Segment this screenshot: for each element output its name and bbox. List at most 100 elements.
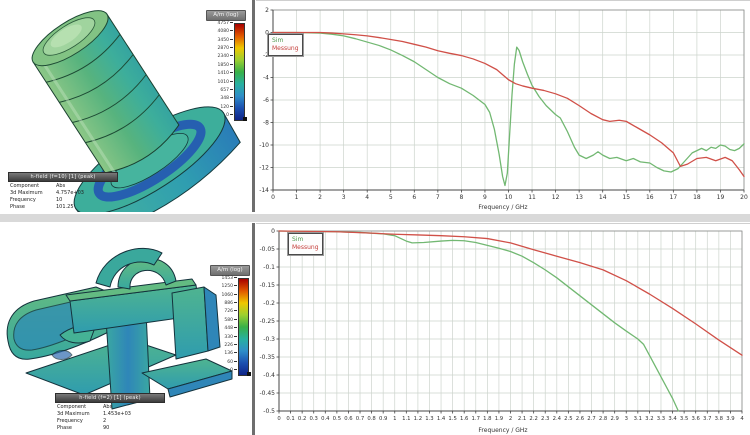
chart-bottom-plot: 0 0.1 0.2 0.3 0.4 0.5 0.6 0.7 0.8 0.9 1 1.1 1.2 1.3 1.… (259, 228, 744, 422)
svg-text:-0.4: -0.4 (263, 372, 275, 379)
colorbar-tick: 1453 (222, 276, 237, 281)
colorbar-tick: 120 (220, 105, 233, 110)
svg-text:3.1: 3.1 (634, 416, 642, 422)
svg-text:0.2: 0.2 (298, 416, 306, 422)
infobox-row: 3d Maximum 1.453e+03 (57, 411, 131, 417)
colorbar-tick: 1060 (222, 293, 237, 298)
colorbar-ticks: 1453 1250 1060 886 726 580 448 330 226 136 60 0 (213, 276, 237, 376)
svg-text:-0.5: -0.5 (263, 408, 275, 415)
colorbar-tick: 1850 (218, 63, 233, 68)
svg-text:-10: -10 (259, 142, 269, 149)
svg-text:11: 11 (528, 194, 536, 201)
colorbar-tick: 226 (224, 343, 237, 348)
chart-top-plot: 0 1 2 3 4 5 6 7 8 9 10 11 12 13 14 15 16 17 18 19 2020-2-4-6… (259, 7, 748, 201)
viewport-bottom-model[interactable]: A/m (log) 1453 1250 1060 886 726 580 448 330 226… (0, 223, 252, 435)
svg-text:-0.3: -0.3 (263, 336, 275, 343)
legend-entry-sim: Sim (292, 236, 304, 243)
colorbar-bottom: A/m (log) 1453 1250 1060 886 726 580 448 330 226… (210, 265, 251, 376)
horizontal-divider (0, 214, 750, 222)
svg-text:4: 4 (365, 194, 369, 201)
svg-text:1.8: 1.8 (483, 416, 492, 422)
svg-text:-0.2: -0.2 (263, 300, 275, 307)
colorbar-tick: 3450 (218, 38, 233, 43)
colorbar-ticks: 4757 4080 3450 2870 2340 1850 1410 1010 657 348 12… (209, 21, 233, 121)
infobox-row: Component Abs (57, 404, 113, 410)
svg-text:6: 6 (412, 194, 416, 201)
vertical-divider-top[interactable] (252, 0, 255, 212)
svg-text:0: 0 (265, 30, 269, 37)
svg-text:1.1: 1.1 (402, 416, 410, 422)
infobox-row: Frequency 10 (10, 197, 63, 203)
svg-text:2.3: 2.3 (541, 416, 549, 422)
legend-entry-sim: Sim (272, 37, 284, 44)
svg-text:2.1: 2.1 (518, 416, 526, 422)
svg-text:-0.05: -0.05 (259, 246, 275, 253)
svg-text:-0.45: -0.45 (259, 390, 275, 397)
colorbar-tick: 348 (220, 96, 233, 101)
svg-text:0: 0 (271, 194, 275, 201)
colorbar-tick: 1250 (222, 284, 237, 289)
svg-text:1.2: 1.2 (414, 416, 422, 422)
svg-text:0: 0 (277, 416, 281, 422)
svg-text:16: 16 (646, 194, 654, 201)
chart-bottom-legend[interactable]: Sim Messung (287, 232, 324, 256)
svg-text:2.5: 2.5 (564, 416, 572, 422)
svg-text:2: 2 (318, 194, 322, 201)
viewport-top-model[interactable]: A/m (log) 4757 4080 3450 2870 2340 1850 1410 10… (0, 0, 252, 212)
svg-text:2: 2 (509, 416, 512, 422)
colorbar-tick: 726 (224, 309, 237, 314)
infobox-row: Frequency 2 (57, 418, 107, 424)
infobox-rows: Component Abs 3d Maximum 4.757e+03 Frequency… (8, 182, 118, 212)
svg-text:-8: -8 (263, 120, 269, 127)
svg-text:0.4: 0.4 (321, 416, 330, 422)
svg-text:-0.35: -0.35 (259, 354, 275, 361)
svg-text:10: 10 (505, 194, 513, 201)
infobox-title: h-field (f=10) [1] (peak) (8, 172, 118, 182)
vertical-divider-bottom[interactable] (252, 223, 255, 435)
svg-text:3.5: 3.5 (680, 416, 688, 422)
colorbar-tick: 580 (224, 318, 237, 323)
svg-text:-12: -12 (259, 165, 269, 172)
svg-text:3.3: 3.3 (657, 416, 665, 422)
clip-3d-model (6, 248, 233, 410)
svg-text:5: 5 (389, 194, 393, 201)
infobox-row: Phase 101.25 (10, 204, 74, 210)
svg-text:9: 9 (483, 194, 487, 201)
colorbar-tick: 60 (227, 360, 237, 365)
colorbar-zero-marker (247, 372, 251, 376)
field-infobox-top: h-field (f=10) [1] (peak) Component Abs 3d… (8, 172, 118, 212)
svg-text:0.8: 0.8 (367, 416, 376, 422)
svg-text:0: 0 (271, 228, 275, 235)
infobox-row: Component Abs (10, 183, 66, 189)
svg-text:3: 3 (625, 416, 628, 422)
svg-text:-4: -4 (263, 75, 269, 82)
svg-text:1.3: 1.3 (425, 416, 433, 422)
svg-text:3.2: 3.2 (645, 416, 653, 422)
svg-text:2.9: 2.9 (610, 416, 618, 422)
chart-bottom-xlabel: Frequency / GHz (478, 427, 528, 434)
svg-text:-14: -14 (259, 187, 269, 194)
svg-text:0.1: 0.1 (286, 416, 294, 422)
colorbar-gradient (238, 278, 249, 376)
chart-top[interactable]: 0 1 2 3 4 5 6 7 8 9 10 11 12 13 14 15 16 17 18 19 20 2 0 -2 -4 -6… (256, 0, 750, 213)
colorbar-title: A/m (log) (206, 10, 246, 21)
svg-text:2: 2 (265, 7, 269, 14)
svg-text:1: 1 (295, 194, 299, 201)
svg-text:8: 8 (459, 194, 463, 201)
svg-text:7: 7 (436, 194, 440, 201)
svg-text:-0.15: -0.15 (259, 282, 275, 289)
svg-text:0.7: 0.7 (356, 416, 364, 422)
colorbar-title: A/m (log) (210, 265, 250, 276)
svg-text:1.6: 1.6 (460, 416, 469, 422)
chart-top-xlabel: Frequency / GHz (478, 204, 528, 211)
svg-text:15: 15 (622, 194, 630, 201)
svg-text:-0.1: -0.1 (263, 264, 275, 271)
infobox-rows: Component Abs 3d Maximum 1.453e+03 Frequency… (55, 403, 165, 433)
chart-bottom[interactable]: 0 0.1 0.2 0.3 0.4 0.5 0.6 0.7 0.8 0.9 1 1.1 1.2 1.3 1.… (256, 223, 750, 435)
svg-text:18: 18 (693, 194, 701, 201)
svg-text:12: 12 (552, 194, 560, 201)
chart-top-legend[interactable]: Sim Messung (267, 33, 304, 57)
svg-text:3.7: 3.7 (703, 416, 711, 422)
svg-text:3.4: 3.4 (668, 416, 677, 422)
colorbar-tick: 2870 (218, 46, 233, 51)
